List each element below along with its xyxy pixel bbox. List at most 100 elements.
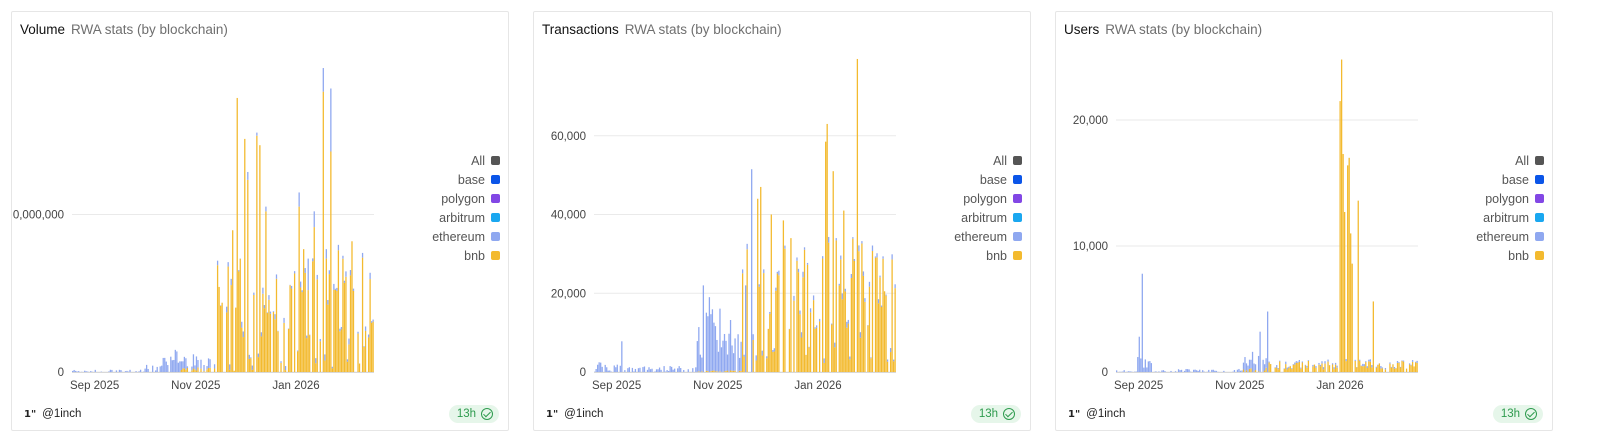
bar-ethereum — [702, 285, 705, 372]
users-chart: 0 10,000 20,000 Sep 2025 Nov 2025 Jan 2026 — [1073, 59, 1418, 392]
legend-item-polygon[interactable]: polygon — [1476, 189, 1544, 208]
bar-bnb — [1292, 364, 1294, 372]
bar-bnb — [1378, 363, 1381, 372]
bar-bnb — [1416, 362, 1418, 372]
bar-ethereum — [619, 365, 621, 372]
bar-bnb — [343, 282, 346, 372]
bar-bnb — [1344, 211, 1346, 372]
bar-bnb — [289, 285, 291, 372]
bar-ethereum — [729, 320, 732, 371]
bar-bnb — [767, 328, 769, 372]
bar-bnb — [800, 337, 803, 372]
bar-bnb — [370, 322, 373, 372]
legend-item-polygon[interactable]: polygon — [432, 189, 500, 208]
x-tick-label: Jan 2026 — [1316, 380, 1363, 392]
bar-ethereum — [1297, 361, 1299, 363]
oneinch-logo-icon: 1" — [24, 408, 37, 420]
bar-ethereum — [882, 256, 884, 259]
legend-item-arbitrum[interactable]: arbitrum — [1476, 208, 1544, 227]
bar-bnb — [846, 327, 848, 372]
bar-ethereum — [195, 356, 198, 371]
bar-bnb — [209, 367, 211, 372]
brand[interactable]: 1" @1inch — [1068, 408, 1125, 420]
brand[interactable]: 1" @1inch — [24, 408, 81, 420]
bar-bnb — [782, 220, 785, 372]
bar-bnb — [1286, 369, 1288, 372]
legend-item-bnb[interactable]: bnb — [1476, 246, 1544, 265]
x-tick-label: Nov 2025 — [171, 380, 220, 392]
bar-ethereum — [628, 367, 631, 372]
legend-item-ethereum[interactable]: ethereum — [1476, 227, 1544, 246]
bar-ethereum — [1368, 359, 1370, 362]
bar-bnb — [1270, 364, 1272, 372]
legend-item-polygon[interactable]: polygon — [954, 189, 1022, 208]
bar-bnb — [324, 360, 326, 372]
bar-bnb — [883, 291, 886, 372]
legend-item-ethereum[interactable]: ethereum — [954, 227, 1022, 246]
bar-ethereum — [1345, 359, 1347, 362]
legend-item-All[interactable]: All — [1476, 151, 1544, 170]
bar-bnb — [331, 368, 334, 372]
bar-ethereum — [315, 358, 317, 364]
bar-ethereum — [751, 169, 753, 372]
bar-bnb — [336, 290, 338, 372]
bar-ethereum — [345, 271, 347, 277]
bar-ethereum — [248, 354, 250, 359]
legend-swatch-icon — [491, 156, 500, 165]
legend-item-arbitrum[interactable]: arbitrum — [954, 208, 1022, 227]
bar-ethereum — [1238, 368, 1240, 372]
bar-bnb — [867, 325, 869, 372]
bar-ethereum — [180, 361, 183, 371]
y-tick-label: 0 — [580, 367, 586, 379]
bar-ethereum — [296, 350, 299, 352]
bar-ethereum — [823, 358, 825, 364]
legend-item-base[interactable]: base — [432, 170, 500, 189]
legend-label: arbitrum — [439, 210, 485, 225]
bar-ethereum — [301, 290, 303, 293]
bar-bnb — [731, 370, 733, 372]
bar-bnb — [880, 306, 883, 372]
legend-label: All — [1515, 153, 1529, 168]
bar-ethereum — [367, 334, 370, 338]
freshness-text: 13h — [978, 408, 998, 420]
legend-item-bnb[interactable]: bnb — [954, 246, 1022, 265]
legend-item-ethereum[interactable]: ethereum — [432, 227, 500, 246]
bar-ethereum — [109, 369, 112, 372]
legend-item-arbitrum[interactable]: arbitrum — [432, 208, 500, 227]
bar-ethereum — [710, 314, 712, 372]
legend-item-base[interactable]: base — [1476, 170, 1544, 189]
legend-item-bnb[interactable]: bnb — [432, 246, 500, 265]
bar-bnb — [812, 300, 815, 372]
legend-item-All[interactable]: All — [954, 151, 1022, 170]
bar-ethereum — [844, 288, 846, 292]
bar-ethereum — [606, 367, 608, 372]
brand[interactable]: 1" @1inch — [546, 408, 603, 420]
bar-ethereum — [1336, 365, 1338, 368]
bar-ethereum — [1396, 361, 1399, 363]
bar-ethereum — [745, 285, 747, 372]
bar-bnb — [755, 360, 757, 372]
bar-ethereum — [1199, 369, 1201, 372]
bar-bnb — [313, 227, 315, 372]
bar-bnb — [1408, 364, 1411, 372]
bar-bnb — [773, 351, 775, 372]
bar-ethereum — [595, 369, 597, 372]
bar-ethereum — [1267, 311, 1269, 372]
bar-bnb — [1356, 367, 1358, 372]
bar-ethereum — [678, 366, 680, 372]
freshness-badge: 13h — [1492, 405, 1543, 423]
legend-swatch-icon — [491, 194, 500, 203]
bar-ethereum — [1306, 365, 1308, 368]
bar-ethereum — [1244, 357, 1246, 372]
bar-bnb — [766, 358, 768, 372]
bar-ethereum — [726, 354, 729, 371]
bar-bnb — [268, 299, 270, 372]
bar-bnb — [784, 248, 786, 372]
bar-bnb — [1328, 365, 1331, 372]
bar-bnb — [1307, 360, 1310, 372]
bar-ethereum — [1334, 362, 1337, 365]
legend-item-All[interactable]: All — [432, 151, 500, 170]
bar-ethereum — [646, 369, 649, 372]
bar-ethereum — [284, 366, 287, 371]
legend-item-base[interactable]: base — [954, 170, 1022, 189]
